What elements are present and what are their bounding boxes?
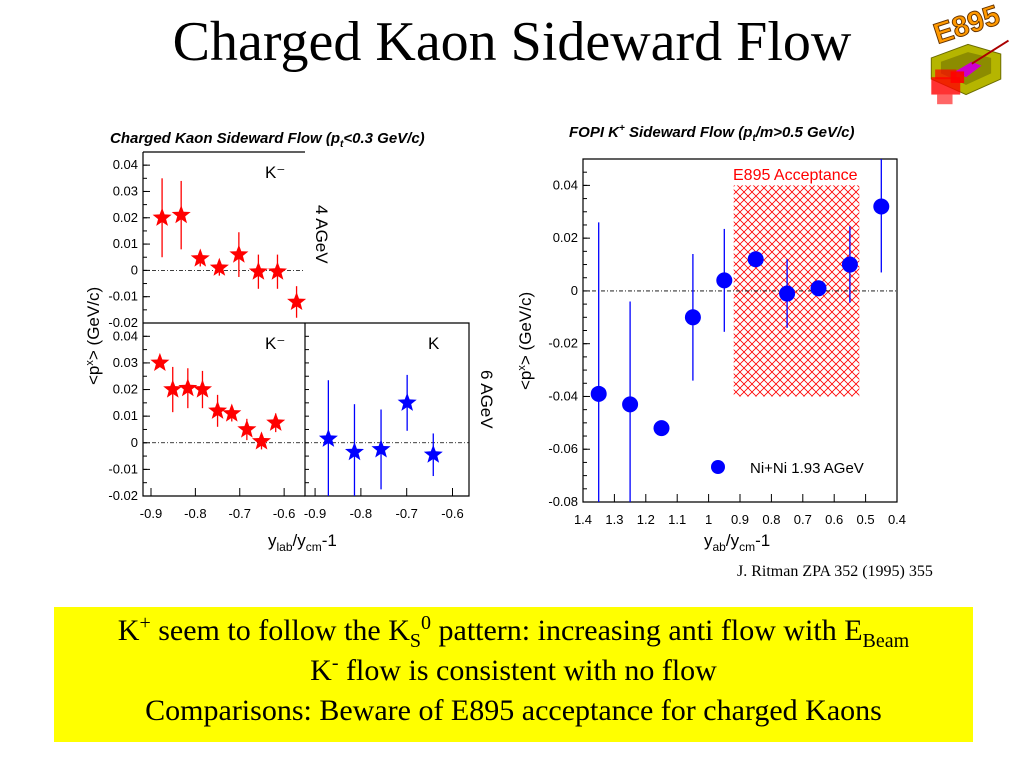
y-tick-label: 0.01 bbox=[113, 408, 138, 423]
panel-label-k-minus-6agev: K⁻ bbox=[265, 334, 285, 353]
right-chart-title: FOPI K+ Sideward Flow (pt/m>0.5 GeV/c) bbox=[569, 123, 855, 144]
slide-title: Charged Kaon Sideward Flow bbox=[172, 11, 852, 73]
x-tick-label: 0.4 bbox=[888, 512, 906, 527]
data-point-star bbox=[266, 412, 286, 431]
legend-label: Ni+Ni 1.93 AGeV bbox=[750, 460, 864, 477]
citation: J. Ritman ZPA 352 (1995) 355 bbox=[737, 563, 933, 580]
data-point-star bbox=[171, 205, 191, 224]
data-point-star bbox=[152, 207, 172, 226]
y-tick-label: 0.01 bbox=[113, 236, 138, 251]
particle-spray-icon bbox=[931, 69, 965, 105]
data-point-star bbox=[252, 431, 271, 450]
x-tick-label: 1.1 bbox=[668, 512, 686, 527]
data-point-circle bbox=[841, 256, 858, 273]
x-tick-label: 1.2 bbox=[637, 512, 655, 527]
y-tick-label: -0.01 bbox=[108, 461, 138, 476]
data-point-star bbox=[190, 248, 210, 267]
y-tick-label: 0.02 bbox=[553, 230, 578, 245]
y-tick-label: 0.03 bbox=[113, 355, 138, 370]
data-point-circle bbox=[590, 385, 607, 402]
data-point-circle bbox=[779, 285, 796, 302]
y-tick-label: -0.04 bbox=[548, 388, 578, 403]
data-point-star bbox=[268, 261, 287, 280]
x-tick-label: 0.6 bbox=[825, 512, 843, 527]
x-tick-label: 1.4 bbox=[574, 512, 592, 527]
x-tick-label: -0.9 bbox=[140, 506, 162, 521]
y-tick-label: 0 bbox=[571, 283, 578, 298]
legend-marker-circle bbox=[711, 460, 725, 474]
y-tick-label: 0.04 bbox=[113, 157, 138, 172]
data-point-star bbox=[163, 379, 183, 398]
y-tick-label: 0.04 bbox=[113, 328, 138, 343]
x-tick-label: 0.9 bbox=[731, 512, 749, 527]
x-tick-label: -0.8 bbox=[184, 506, 206, 521]
x-tick-label: -0.9 bbox=[304, 506, 326, 521]
data-point-star bbox=[208, 400, 228, 419]
x-tick-label: -0.6 bbox=[273, 506, 295, 521]
x-tick-label: 0.7 bbox=[794, 512, 812, 527]
data-point-star bbox=[229, 244, 249, 263]
data-point-star bbox=[178, 378, 198, 397]
x-tick-label: -0.8 bbox=[350, 506, 372, 521]
data-point-circle bbox=[716, 272, 733, 289]
summary-line-1: K+ seem to follow the KS0 pattern: incre… bbox=[117, 612, 910, 652]
right-x-axis-label: yab/ycm-1 bbox=[704, 531, 770, 554]
x-tick-label: -0.7 bbox=[229, 506, 251, 521]
y-tick-label: -0.02 bbox=[548, 336, 578, 351]
data-point-circle bbox=[684, 309, 701, 326]
data-point-circle bbox=[622, 396, 639, 413]
data-point-circle bbox=[653, 420, 670, 437]
left-chart-title: Charged Kaon Sideward Flow (pt<0.3 GeV/c… bbox=[110, 130, 425, 150]
panel-frame bbox=[304, 322, 470, 497]
panel-label-k-minus-4agev: K⁻ bbox=[265, 163, 285, 182]
panel-frame bbox=[142, 151, 305, 323]
data-point-star bbox=[248, 261, 268, 280]
y-tick-label: 0.03 bbox=[113, 183, 138, 198]
y-tick-label: 0.02 bbox=[113, 210, 138, 225]
right-y-axis-label: <px> (GeV/c) bbox=[516, 292, 535, 390]
energy-label-4agev: 4 AGeV bbox=[312, 205, 331, 264]
y-tick-label: -0.01 bbox=[108, 289, 138, 304]
data-point-star bbox=[345, 442, 364, 461]
y-tick-label: 0.04 bbox=[553, 177, 578, 192]
y-tick-label: 0 bbox=[131, 262, 138, 277]
y-tick-label: -0.02 bbox=[108, 315, 138, 330]
e895-logo: E895 bbox=[929, 0, 1010, 105]
data-point-circle bbox=[873, 198, 890, 215]
data-point-star bbox=[423, 444, 443, 463]
summary-line-3: Comparisons: Beware of E895 acceptance f… bbox=[145, 694, 882, 727]
data-point-star bbox=[193, 379, 212, 398]
left-y-axis-label: <px> (GeV/c) bbox=[84, 287, 103, 385]
x-tick-label: 0.8 bbox=[762, 512, 780, 527]
energy-label-6agev: 6 AGeV bbox=[477, 370, 496, 429]
x-tick-label: -0.7 bbox=[395, 506, 417, 521]
left-plot-area: 0.040.030.020.010-0.01-0.020.040.030.020… bbox=[108, 151, 470, 521]
y-tick-label: -0.02 bbox=[108, 488, 138, 503]
y-tick-label: -0.06 bbox=[548, 441, 578, 456]
x-tick-label: 0.5 bbox=[857, 512, 875, 527]
data-point-star bbox=[209, 257, 229, 276]
panel-label-k-6agev: K bbox=[428, 334, 440, 353]
data-point-star bbox=[237, 419, 257, 438]
summary-box: K+ seem to follow the KS0 pattern: incre… bbox=[54, 607, 973, 742]
data-point-star bbox=[318, 428, 338, 447]
x-tick-label: -0.6 bbox=[441, 506, 463, 521]
data-point-circle bbox=[747, 251, 764, 268]
acceptance-label: E895 Acceptance bbox=[733, 167, 858, 184]
data-point-star bbox=[150, 352, 170, 371]
data-point-star bbox=[371, 439, 391, 458]
y-tick-label: 0.02 bbox=[113, 382, 138, 397]
right-plot-area: 0.04 0.02 0 -0.02 -0.04 -0.06 -0.08 1.4 1.3 1.2 1.… bbox=[548, 158, 906, 527]
data-point-star bbox=[222, 403, 242, 422]
data-point-star bbox=[287, 292, 307, 310]
data-point-circle bbox=[810, 280, 827, 297]
data-point-star bbox=[397, 392, 417, 411]
left-x-axis-label: ylab/ycm-1 bbox=[268, 531, 337, 554]
y-tick-label: 0 bbox=[131, 435, 138, 450]
summary-line-2: K- flow is consistent with no flow bbox=[310, 652, 717, 687]
charts-canvas: Charged Kaon Sideward Flow (pt<0.3 GeV/c… bbox=[84, 123, 906, 554]
x-tick-label: 1 bbox=[705, 512, 712, 527]
x-tick-label: 1.3 bbox=[605, 512, 623, 527]
y-tick-label: -0.08 bbox=[548, 494, 578, 509]
